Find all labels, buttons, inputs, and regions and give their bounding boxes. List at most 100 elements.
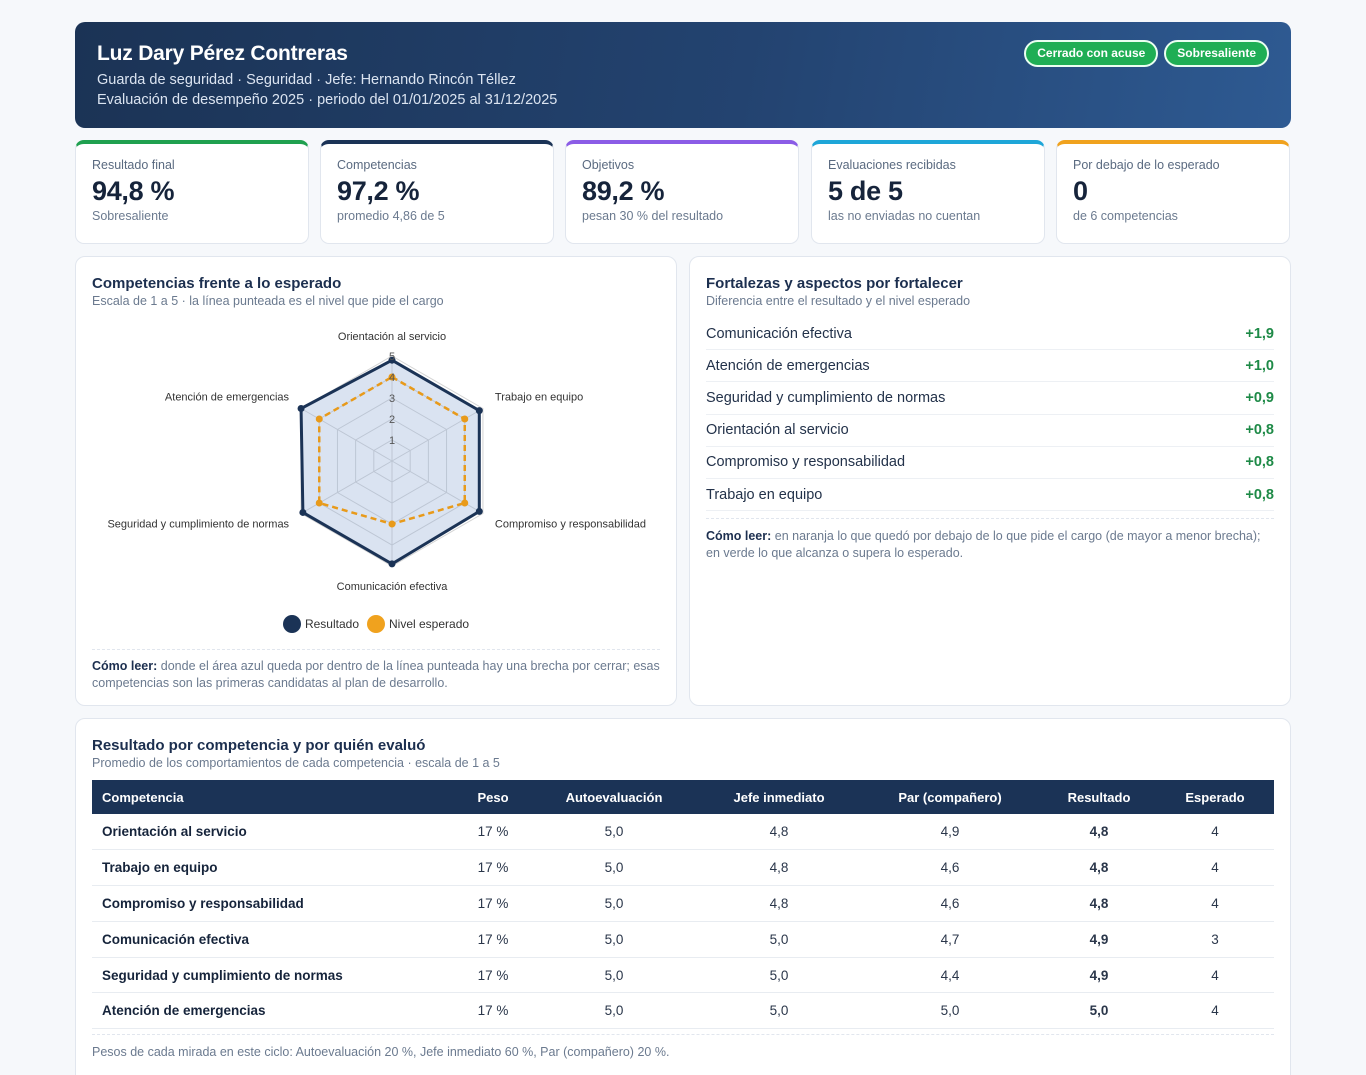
radar-axis-label: Seguridad y cumplimiento de normas <box>107 519 289 531</box>
howto-text: en naranja lo que quedó por debajo de lo… <box>706 529 1261 561</box>
table-cell: 5,0 <box>700 992 858 1030</box>
table-body: Orientación al servicio 17 % 5,0 4,8 4,9 4,8 4… <box>92 814 1274 1030</box>
kpi-label: Resultado final <box>92 158 175 172</box>
table-cell: Comunicación efectiva <box>92 921 458 958</box>
table-cell: 5,0 <box>858 992 1042 1030</box>
strength-diff: +0,8 <box>1245 422 1274 439</box>
table-cell: 17 % <box>458 921 528 958</box>
kpi-label: Evaluaciones recibidas <box>828 158 956 172</box>
strength-name: Atención de emergencias <box>706 357 870 374</box>
strength-diff: +1,0 <box>1245 357 1274 374</box>
radar-point-expected <box>388 520 396 528</box>
kpi-objectives: Objetivos 89,2 % pesan 30 % del resultad… <box>565 140 799 244</box>
legend-label-expected: Nivel esperado <box>389 617 470 631</box>
radar-axis-label: Orientación al servicio <box>338 331 446 343</box>
strength-row: Atención de emergencias +1,0 <box>706 350 1274 383</box>
status-badges: Cerrado con acuse Sobresaliente <box>1024 40 1269 67</box>
table-cell: 4,7 <box>858 921 1042 958</box>
howto-label: Cómo leer: <box>706 529 772 544</box>
table-cell: 5,0 <box>528 992 700 1030</box>
column-header: Resultado <box>1067 789 1131 805</box>
strength-diff: +0,8 <box>1245 486 1274 503</box>
table-cell: 17 % <box>458 885 528 922</box>
table-cell: Compromiso y responsabilidad <box>92 885 458 922</box>
table-cell: 4,8 <box>700 814 858 851</box>
radar-tick-label: 5 <box>389 351 395 363</box>
table-cell: 17 % <box>458 849 528 887</box>
table-cell: 5,0 <box>528 957 700 994</box>
radar-legend: Resultado Nivel esperado <box>76 615 676 633</box>
radar-tick-label: 4 <box>389 372 395 384</box>
table-cell: 17 % <box>458 814 528 851</box>
column-header: Peso <box>477 789 509 805</box>
competency-table: Competencia Peso Autoevaluación Jefe inmedi… <box>92 780 1274 1030</box>
strength-row: Orientación al servicio +0,8 <box>706 415 1274 447</box>
radar-axis-label: Atención de emergencias <box>165 392 290 404</box>
table-cell: 4,4 <box>858 957 1042 994</box>
strengths-howto: Cómo leer: en naranja lo que quedó por d… <box>706 518 1274 562</box>
table-cell: Atención de emergencias <box>92 992 458 1030</box>
radar-point-result <box>388 356 396 364</box>
table-cell: 4,6 <box>858 885 1042 922</box>
strength-name: Compromiso y responsabilidad <box>706 454 906 471</box>
strength-row: Comunicación efectiva +1,9 <box>706 318 1274 351</box>
strength-row: Seguridad y cumplimiento de normas +0,9 <box>706 382 1274 415</box>
radar-tick-label: 1 <box>389 435 395 447</box>
kpi-value: 97,2 % <box>337 176 420 206</box>
strength-row: Trabajo en equipo +0,8 <box>706 479 1274 512</box>
radar-panel: Competencias frente a lo esperado Escala… <box>75 256 677 706</box>
table-cell: 5,0 <box>528 814 700 851</box>
kpi-competencies: Competencias 97,2 % promedio 4,86 de 5 <box>320 140 554 244</box>
radar-spoke <box>391 408 484 462</box>
column-header: Esperado <box>1185 789 1245 805</box>
table-cell: 4,8 <box>700 885 858 922</box>
competency-table-panel: Resultado por competencia y por quién ev… <box>75 718 1291 1075</box>
table-panel-subtitle: Promedio de los comportamientos de cada … <box>92 756 500 770</box>
table-cell: 4,8 <box>1042 814 1156 851</box>
column-header: Jefe inmediato <box>733 789 825 805</box>
table-cell: 5,0 <box>700 957 858 994</box>
legend-swatch-result <box>282 615 301 633</box>
column-header: Par (compañero) <box>898 789 1002 805</box>
radar-point-expected <box>315 499 323 507</box>
table-cell: 4,9 <box>858 814 1042 851</box>
evaluation-period: Evaluación de desempeño 2025 · periodo d… <box>97 92 558 108</box>
kpi-label: Competencias <box>337 158 417 172</box>
kpi-final-result: Resultado final 94,8 % Sobresaliente <box>75 140 309 244</box>
table-cell: 5,0 <box>700 921 858 958</box>
table-cell: 5,0 <box>528 921 700 958</box>
strength-diff: +1,9 <box>1245 325 1274 342</box>
employee-name: Luz Dary Pérez Contreras <box>97 42 348 65</box>
kpi-note: pesan 30 % del resultado <box>582 209 724 223</box>
radar-point-expected <box>461 415 469 423</box>
kpi-label: Por debajo de lo esperado <box>1073 158 1220 172</box>
radar-axis-label: Compromiso y responsabilidad <box>495 519 646 531</box>
strengths-panel: Fortalezas y aspectos por fortalecer Dif… <box>689 256 1291 706</box>
table-row: Seguridad y cumplimiento de normas 17 % 5,… <box>92 957 1274 994</box>
table-cell: Trabajo en equipo <box>92 849 458 887</box>
radar-panel-title: Competencias frente a lo esperado <box>92 275 342 292</box>
radar-point-expected <box>461 499 469 507</box>
strength-name: Comunicación efectiva <box>706 325 852 342</box>
table-cell: 5,0 <box>528 885 700 922</box>
table-row: Orientación al servicio 17 % 5,0 4,8 4,9 4,8 4 <box>92 814 1274 851</box>
kpi-below-expected: Por debajo de lo esperado 0 de 6 compete… <box>1056 140 1290 244</box>
strength-row: Compromiso y responsabilidad +0,8 <box>706 447 1274 479</box>
strengths-panel-subtitle: Diferencia entre el resultado y el nivel… <box>706 294 971 308</box>
radar-point-expected <box>315 415 323 423</box>
strength-name: Trabajo en equipo <box>706 486 823 503</box>
table-cell: Orientación al servicio <box>92 814 458 851</box>
kpi-note: las no enviadas no cuentan <box>828 209 981 223</box>
radar-point-result <box>475 407 483 415</box>
howto-label: Cómo leer: <box>92 659 158 673</box>
legend-item-result: Resultado <box>282 615 359 633</box>
table-cell: 4,8 <box>1042 885 1156 922</box>
kpi-value: 5 de 5 <box>828 176 903 206</box>
kpi-evaluations-received: Evaluaciones recibidas 5 de 5 las no env… <box>811 140 1045 244</box>
column-header: Autoevaluación <box>565 789 663 805</box>
radar-point-result <box>299 508 307 516</box>
radar-point-result <box>388 560 396 568</box>
table-cell: 4,9 <box>1042 921 1156 958</box>
table-header-row: Competencia Peso Autoevaluación Jefe inmedi… <box>92 780 1274 814</box>
table-row: Trabajo en equipo 17 % 5,0 4,8 4,6 4,8 4 <box>92 849 1274 887</box>
